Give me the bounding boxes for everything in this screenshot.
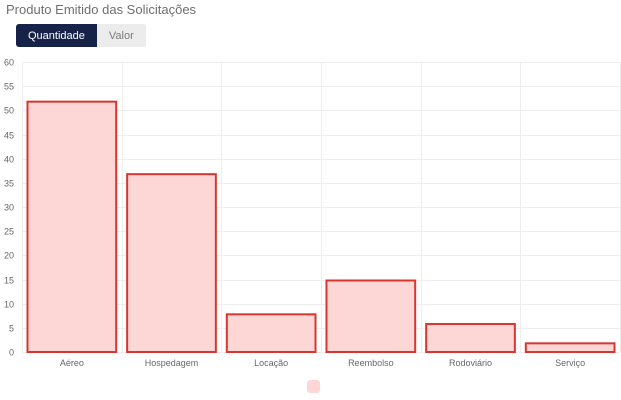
y-axis-ticks: 0 5 10 15 20 25 30 35 40 45 50 55 60 [4, 58, 14, 358]
y-tick-label: 40 [4, 155, 14, 165]
y-tick-label: 15 [4, 276, 14, 286]
x-tick-label: Reembolso [348, 358, 394, 368]
x-tick-label: Hospedagem [145, 358, 199, 368]
x-tick-label: Locação [254, 358, 288, 368]
legend [307, 380, 320, 393]
y-tick-label: 45 [4, 131, 14, 141]
x-tick-label: Rodoviário [449, 358, 492, 368]
bar-reembolso [325, 279, 417, 353]
y-tick-label: 35 [4, 179, 14, 189]
bar-serviço [524, 342, 616, 354]
bar-locação [225, 313, 317, 354]
y-tick-label: 55 [4, 82, 14, 92]
x-axis-ticks: Aéreo Hospedagem Locação Reembolso Rodoviári… [60, 358, 585, 368]
grid-lines [22, 62, 621, 353]
bar-rodoviário [425, 323, 516, 353]
bars [26, 100, 616, 354]
y-tick-label: 20 [4, 251, 14, 261]
toggle-quantidade-button[interactable]: Quantidade [16, 24, 97, 47]
y-tick-label: 30 [4, 203, 14, 213]
toggle-valor-button[interactable]: Valor [96, 24, 146, 47]
y-tick-label: 50 [4, 106, 14, 116]
chart-title: Produto Emitido das Solicitações [6, 2, 197, 17]
y-tick-label: 10 [4, 300, 14, 310]
y-tick-label: 0 [9, 348, 14, 358]
y-tick-label: 25 [4, 227, 14, 237]
y-tick-label: 60 [4, 58, 14, 68]
y-tick-label: 5 [9, 324, 14, 334]
legend-swatch [307, 380, 320, 393]
bar-hospedagem [126, 173, 217, 353]
bar-aéreo [26, 100, 118, 353]
x-tick-label: Aéreo [60, 358, 84, 368]
metric-toggle: Quantidade Valor [16, 24, 146, 47]
x-tick-label: Serviço [555, 358, 585, 368]
